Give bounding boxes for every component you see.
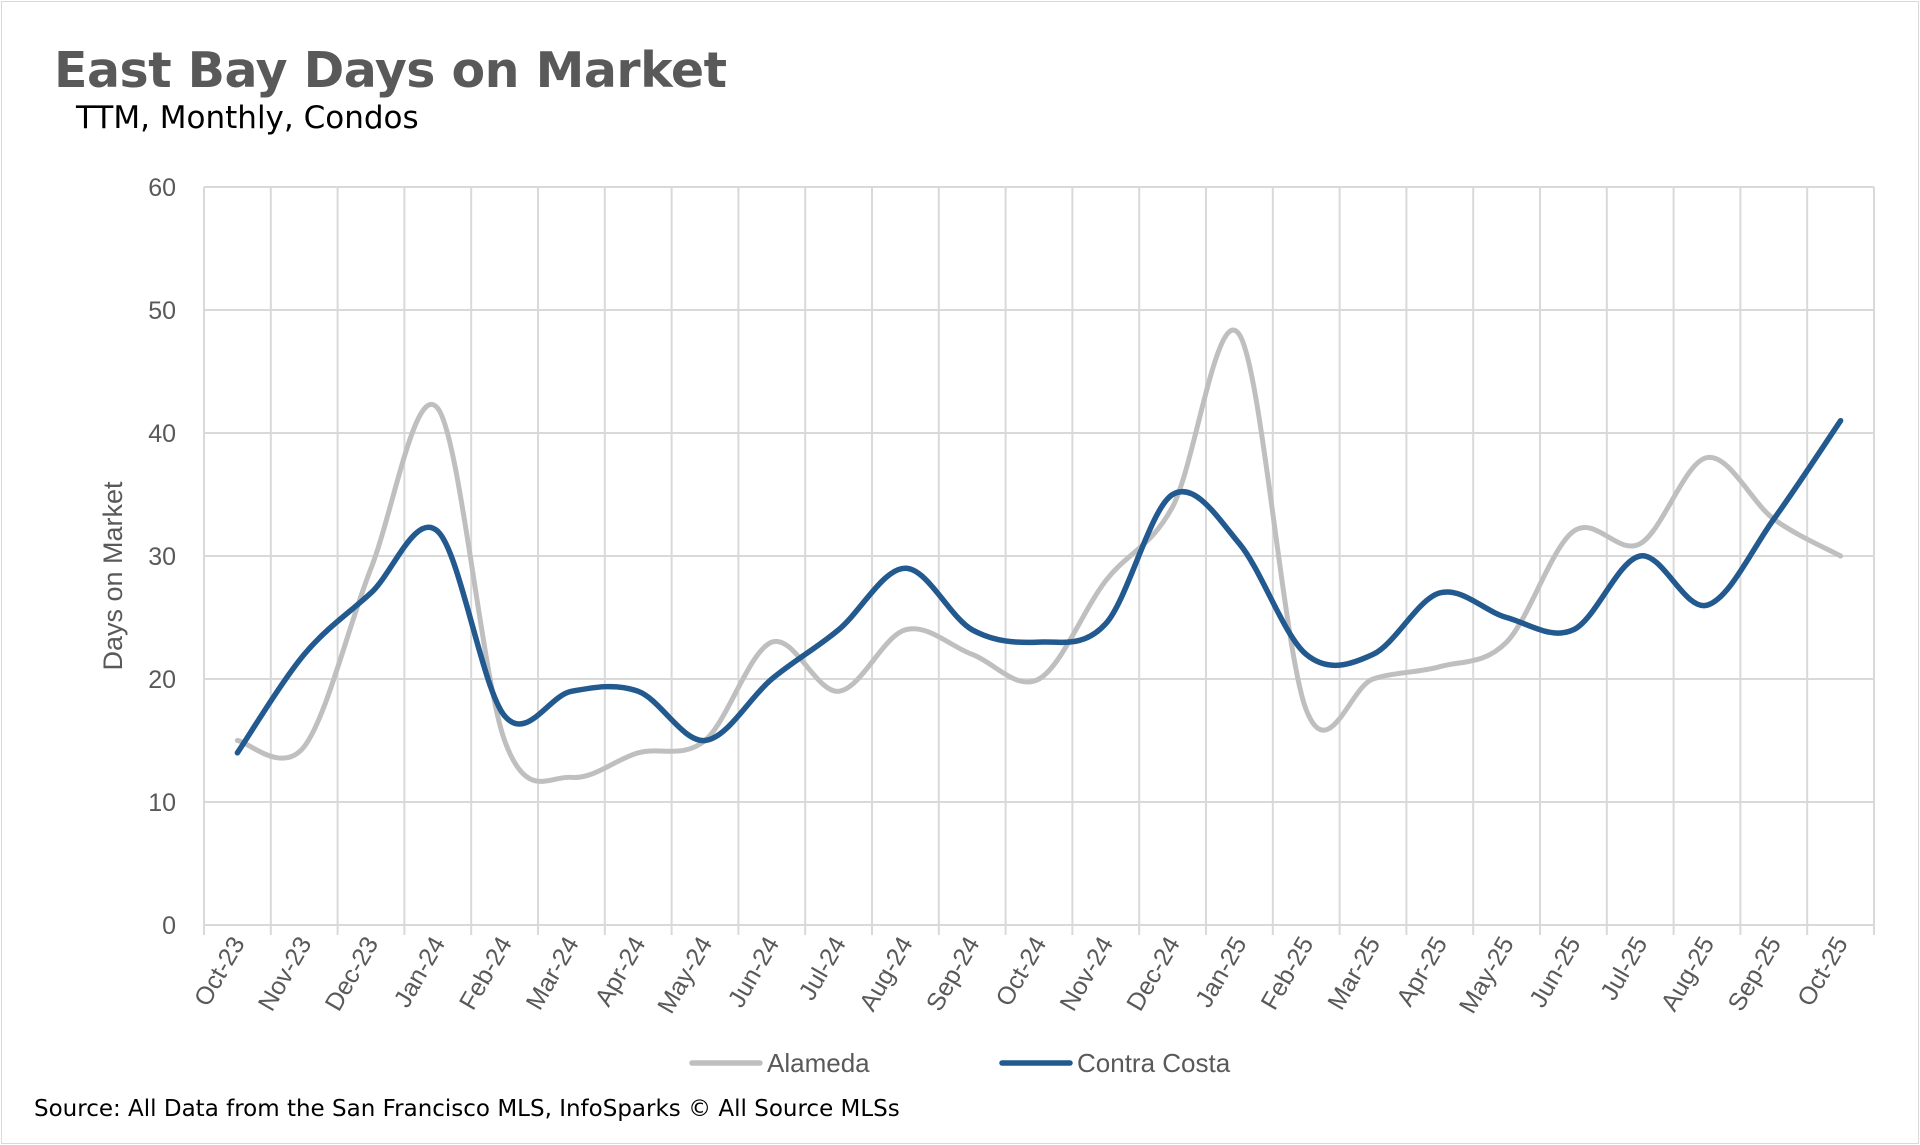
series-line-contra-costa bbox=[234, 417, 1844, 756]
legend-label: Alameda bbox=[767, 1048, 870, 1078]
x-tick-label: Feb-25 bbox=[1256, 932, 1320, 1015]
x-tick-label: Dec-23 bbox=[320, 932, 385, 1016]
x-tick-label: Dec-24 bbox=[1121, 932, 1186, 1016]
chart-subtitle: TTM, Monthly, Condos bbox=[76, 100, 419, 136]
x-tick-label: Jan-25 bbox=[1190, 932, 1252, 1012]
x-tick-label: Apr-25 bbox=[1391, 932, 1453, 1011]
y-tick-label: 20 bbox=[148, 666, 176, 694]
x-tick-label: Jan-24 bbox=[389, 932, 452, 1012]
x-tick-label: Jul-24 bbox=[794, 932, 852, 1005]
y-tick-label: 50 bbox=[148, 297, 176, 325]
y-tick-label: 40 bbox=[148, 420, 176, 448]
x-tick-label: Jul-25 bbox=[1595, 932, 1653, 1005]
legend-label: Contra Costa bbox=[1077, 1048, 1231, 1078]
x-tick-label: Oct-25 bbox=[1792, 932, 1854, 1011]
chart-title: East Bay Days on Market bbox=[54, 42, 727, 99]
y-tick-label: 30 bbox=[148, 543, 176, 571]
y-tick-label: 60 bbox=[148, 174, 176, 202]
x-tick-label: Feb-24 bbox=[454, 932, 518, 1015]
y-tick-label: 10 bbox=[148, 789, 176, 817]
x-tick-label: Aug-24 bbox=[854, 932, 919, 1016]
y-axis-label: Days on Market bbox=[98, 481, 128, 671]
x-tick-label: May-24 bbox=[652, 932, 718, 1018]
x-tick-label: Sep-24 bbox=[921, 932, 986, 1016]
x-tick-label: Jun-24 bbox=[723, 932, 786, 1012]
source-note: Source: All Data from the San Francisco … bbox=[34, 1096, 900, 1122]
x-tick-label: May-25 bbox=[1454, 932, 1520, 1018]
x-tick-label: Oct-24 bbox=[990, 932, 1052, 1011]
x-tick-label: Nov-24 bbox=[1054, 932, 1119, 1016]
x-tick-label: Nov-23 bbox=[253, 932, 318, 1016]
y-tick-label: 0 bbox=[162, 912, 176, 940]
x-tick-label: Sep-25 bbox=[1722, 932, 1787, 1016]
x-tick-label: Jun-25 bbox=[1524, 932, 1586, 1012]
x-tick-label: Oct-23 bbox=[189, 932, 251, 1011]
x-tick-label: Apr-24 bbox=[590, 932, 652, 1011]
x-tick-label: Aug-25 bbox=[1656, 932, 1721, 1016]
x-tick-label: Mar-25 bbox=[1322, 932, 1386, 1015]
series-line-alameda bbox=[234, 328, 1844, 784]
x-tick-label: Mar-24 bbox=[521, 932, 585, 1015]
